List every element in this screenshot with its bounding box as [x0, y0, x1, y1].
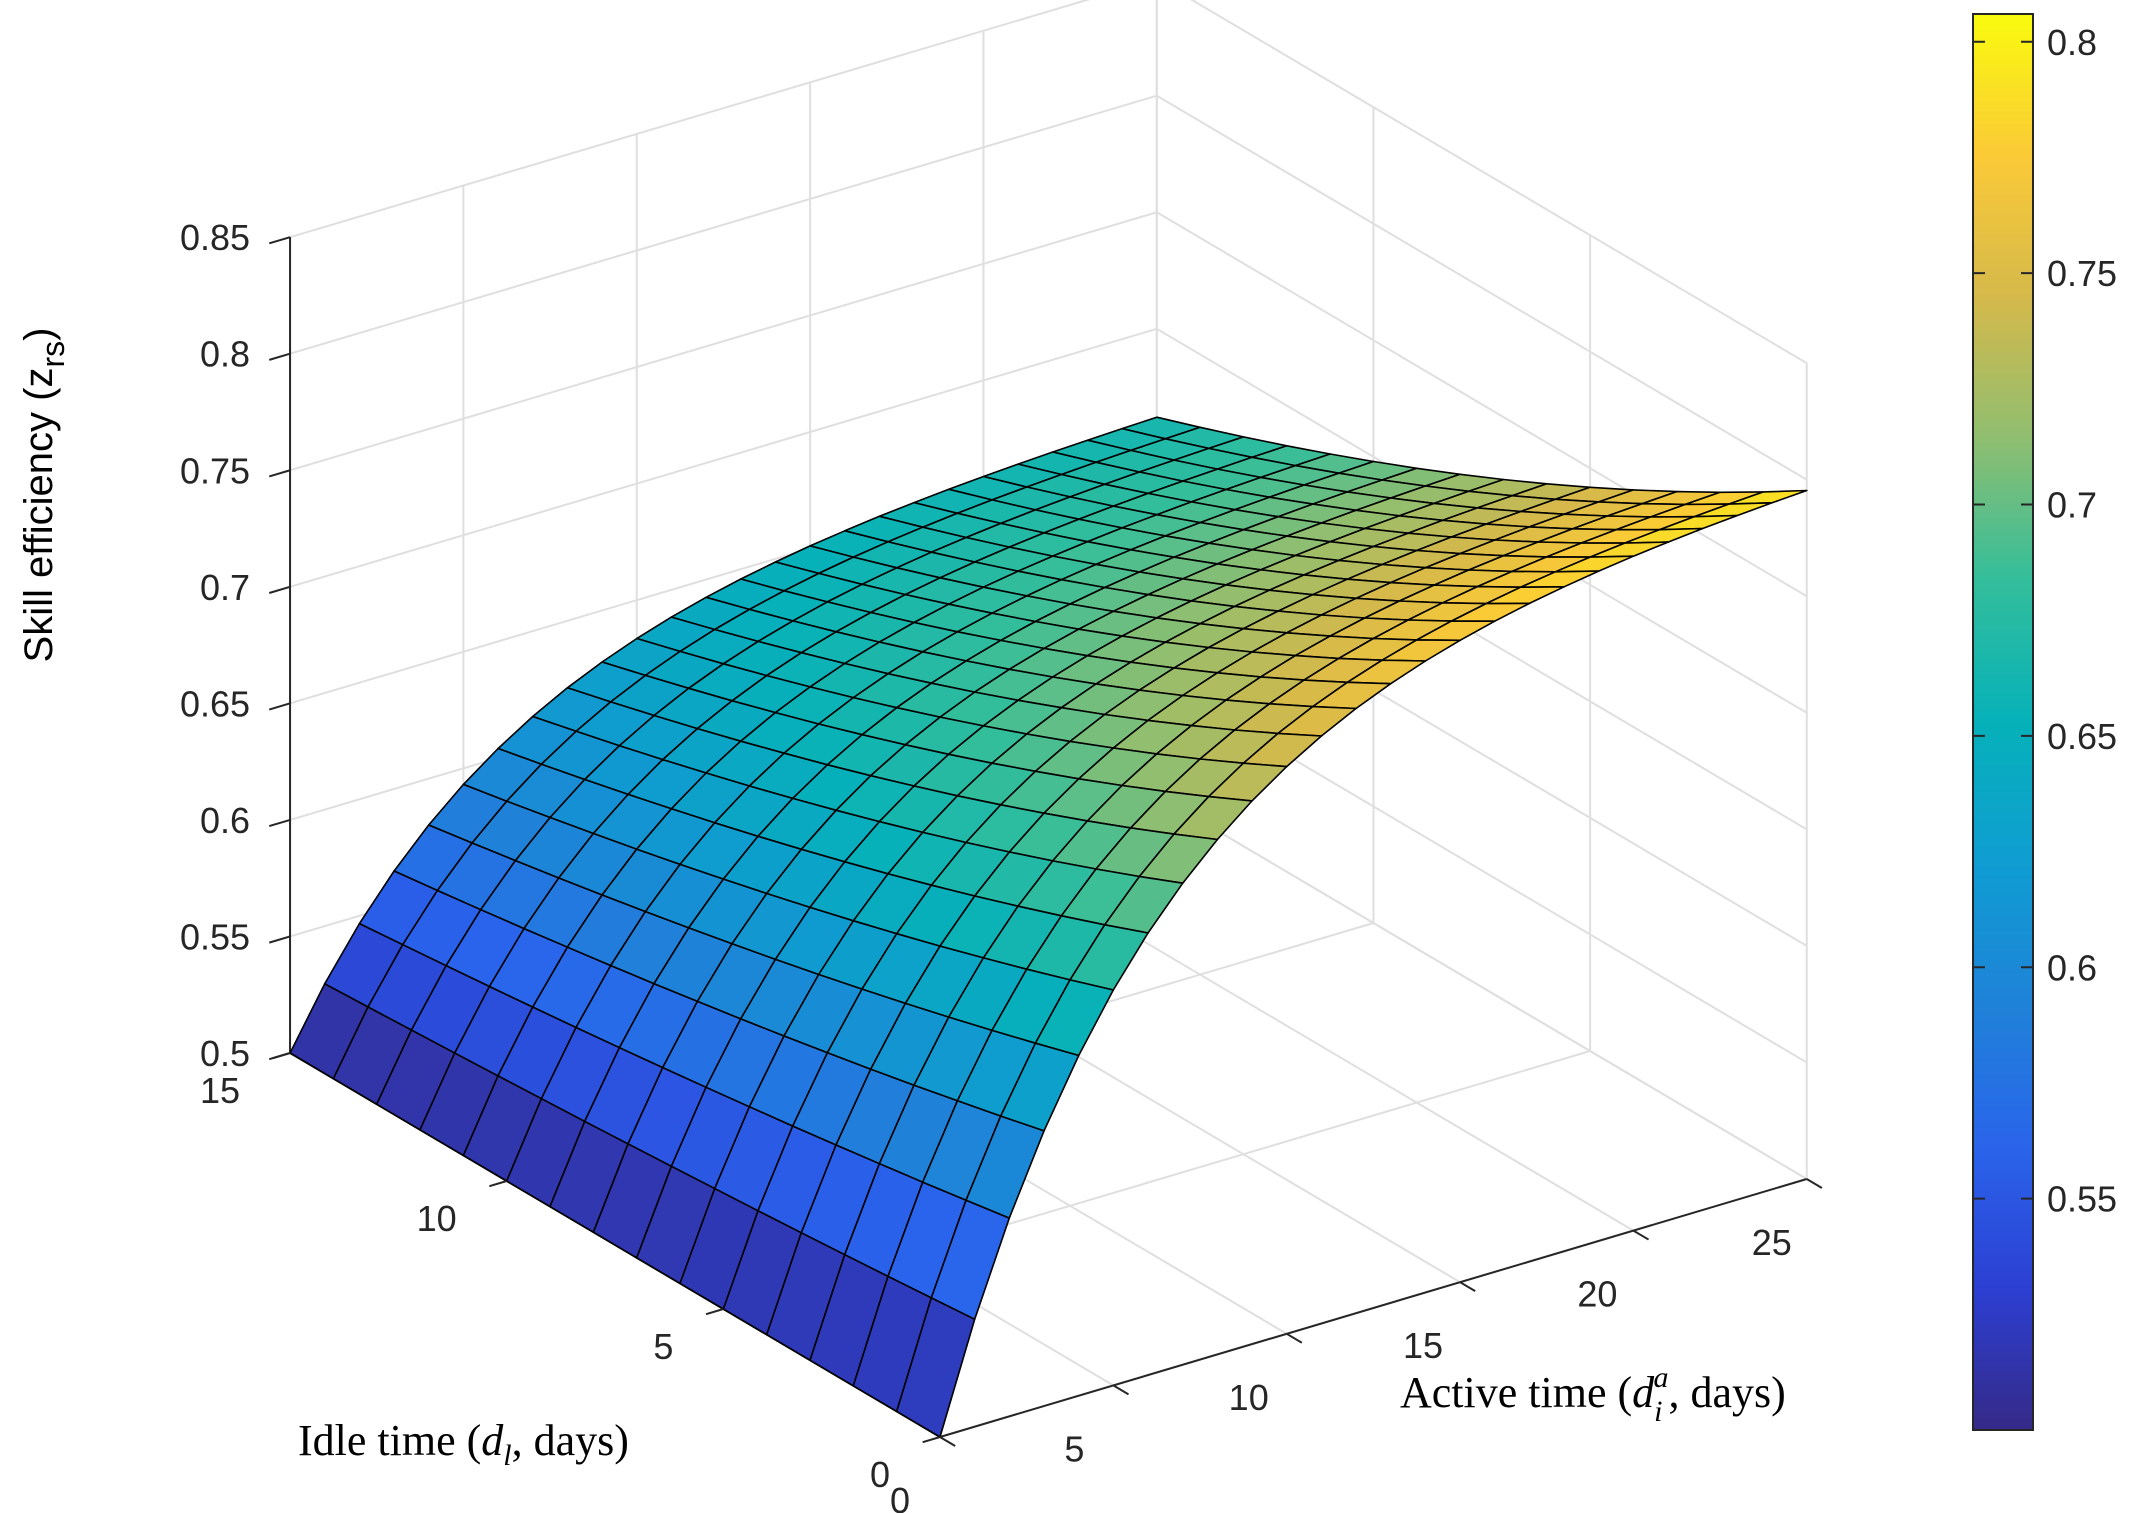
x-tick-mark: [1459, 1281, 1476, 1293]
z-tick-label: 0.75: [180, 450, 250, 491]
z-tick-mark: [268, 935, 291, 944]
z-tick-label: 0.7: [200, 567, 250, 608]
y-tick-label: 10: [417, 1198, 457, 1239]
z-axis-label: Skill efficiency (zrs): [17, 328, 71, 663]
z-tick-mark: [268, 236, 291, 245]
back-wall-gridline: [289, 211, 1158, 472]
axis-ticks: 05101520250510150.50.550.60.650.70.750.8…: [180, 217, 1823, 1513]
y-tick-label: 5: [653, 1326, 673, 1367]
y-tick-label: 0: [870, 1454, 890, 1495]
x-tick-label: 5: [1064, 1428, 1084, 1469]
x-axis-line: [939, 1178, 1808, 1438]
x-tick-label: 15: [1403, 1325, 1443, 1366]
z-tick-label: 0.55: [180, 916, 250, 957]
y-tick-label: 15: [200, 1070, 240, 1111]
side-wall-gridline: [1156, 94, 1808, 481]
z-tick-label: 0.85: [180, 217, 250, 258]
x-tick-mark: [1632, 1229, 1650, 1241]
y-axis-label: Idle time (dl, days): [298, 1416, 629, 1472]
z-tick-mark: [268, 702, 291, 711]
colorbar-tick-label: 0.8: [2047, 22, 2097, 63]
x-tick-label: 0: [890, 1480, 910, 1513]
surface-face: [895, 1297, 976, 1438]
colorbar-tick-label: 0.65: [2047, 716, 2117, 757]
y-tick-mark: [705, 1308, 724, 1316]
x-tick-label: 20: [1577, 1274, 1617, 1315]
z-tick-label: 0.8: [200, 334, 250, 375]
x-tick-label: 25: [1752, 1222, 1792, 1263]
colorbar: [1972, 13, 2034, 1431]
side-wall-gridline: [1156, 794, 1808, 1180]
z-tick-mark: [268, 352, 291, 361]
z-tick-mark: [268, 1052, 291, 1061]
back-wall-gridline: [289, 0, 1091, 239]
colorbar-tick-label: 0.75: [2047, 253, 2117, 294]
z-tick-mark: [268, 469, 291, 478]
z-tick-mark: [268, 818, 291, 828]
z-tick-label: 0.5: [200, 1033, 250, 1074]
colorbar-tick-label: 0.6: [2047, 947, 2097, 988]
x-tick-label: 10: [1229, 1377, 1269, 1418]
surface-mesh: [289, 416, 1808, 1438]
x-tick-mark: [1286, 1332, 1303, 1344]
z-tick-label: 0.6: [200, 800, 250, 841]
back-wall-gridline: [289, 94, 1158, 355]
back-wall-gridline: [289, 327, 1158, 588]
x-axis-label: Active time (dia, days): [1400, 1361, 1786, 1428]
y-tick-mark: [922, 1436, 941, 1444]
colorbar-ticks: 0.55 0.6 0.65 0.7 0.75 0.8: [1973, 22, 2117, 1220]
side-wall-gridline: [1190, 0, 1808, 365]
x-tick-mark: [939, 1436, 956, 1447]
colorbar-tick-label: 0.7: [2047, 485, 2097, 526]
y-tick-mark: [489, 1180, 507, 1188]
z-tick-mark: [268, 585, 291, 594]
colorbar-tick-label: 0.55: [2047, 1179, 2117, 1220]
x-tick-mark: [1806, 1178, 1823, 1189]
side-wall-gridline: [1156, 211, 1808, 598]
z-tick-label: 0.65: [180, 683, 250, 724]
x-tick-mark: [1112, 1384, 1130, 1396]
